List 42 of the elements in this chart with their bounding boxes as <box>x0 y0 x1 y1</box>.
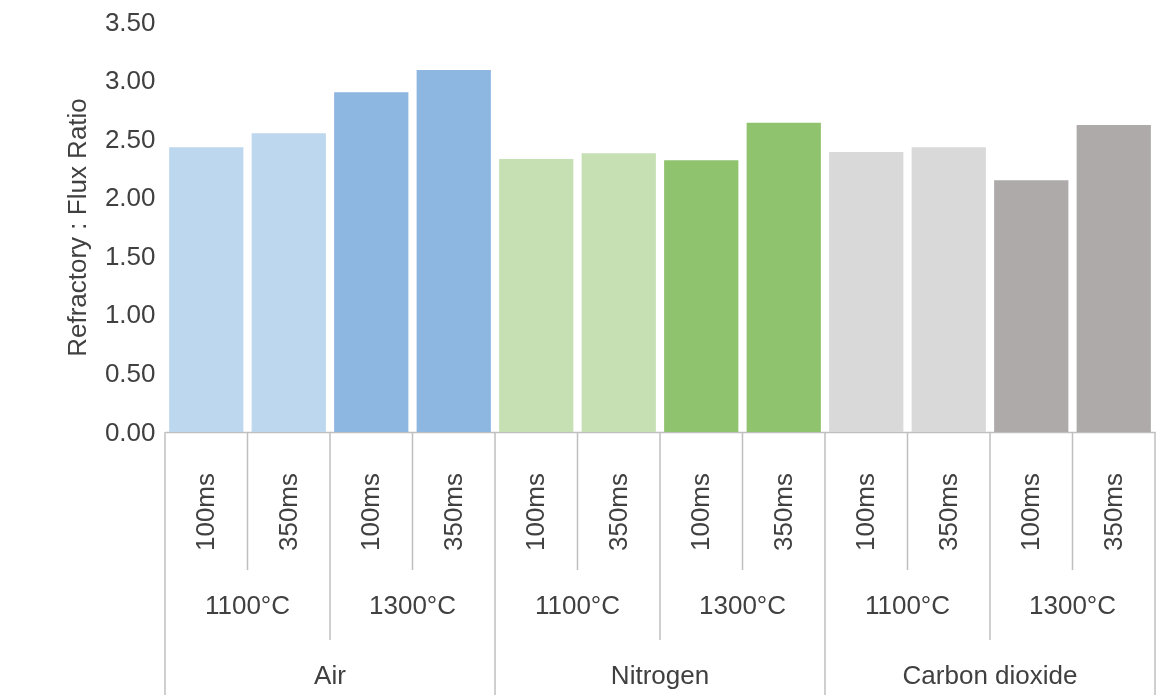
bar <box>169 147 244 432</box>
text: Carbon dioxide <box>902 660 1078 690</box>
text: 1100°C <box>204 590 291 620</box>
x-tick-label: 350ms <box>272 472 303 552</box>
y-axis-title: Refractory : Flux Ratio <box>61 98 92 357</box>
y-tick-label: 1.50 <box>104 240 156 271</box>
bar <box>334 92 409 432</box>
text: 1100°C <box>534 590 621 620</box>
x-tick-label: 100ms <box>355 472 386 552</box>
text: Nitrogen <box>610 660 710 690</box>
bar <box>994 180 1069 432</box>
text: 1300°C <box>1028 590 1117 620</box>
x-tick-label: 100ms <box>190 472 221 552</box>
text: Air <box>314 660 347 690</box>
x-tick-label: 350ms <box>932 472 963 552</box>
text: 1300°C <box>698 590 787 620</box>
text: 1300°C <box>368 590 457 620</box>
x-tick-label: 350ms <box>437 472 468 552</box>
y-tick-label: 0.50 <box>104 357 156 388</box>
y-tick-label: 0.00 <box>104 416 156 447</box>
bar <box>581 153 656 432</box>
y-tick-label: 2.00 <box>104 182 156 213</box>
x-tick-label: 350ms <box>1097 472 1128 552</box>
text: 1100°C <box>864 590 951 620</box>
y-tick-label: 2.50 <box>104 123 156 154</box>
bar <box>746 122 821 432</box>
bar <box>499 159 574 432</box>
bar <box>664 160 739 432</box>
y-tick-label: 3.00 <box>104 65 156 96</box>
bar <box>416 70 491 432</box>
x-tick-label: 100ms <box>685 472 716 552</box>
bar <box>911 147 986 432</box>
x-tick-label: 100ms <box>1015 472 1046 552</box>
x-tick-label: 350ms <box>602 472 633 552</box>
x-tick-label: 100ms <box>850 472 881 552</box>
bar <box>251 133 326 432</box>
bar <box>829 152 904 432</box>
y-tick-label: 3.50 <box>104 6 156 37</box>
x-tick-label: 350ms <box>767 472 798 552</box>
y-tick-label: 1.00 <box>104 299 156 330</box>
x-tick-label: 100ms <box>520 472 551 552</box>
bar <box>1076 125 1151 432</box>
